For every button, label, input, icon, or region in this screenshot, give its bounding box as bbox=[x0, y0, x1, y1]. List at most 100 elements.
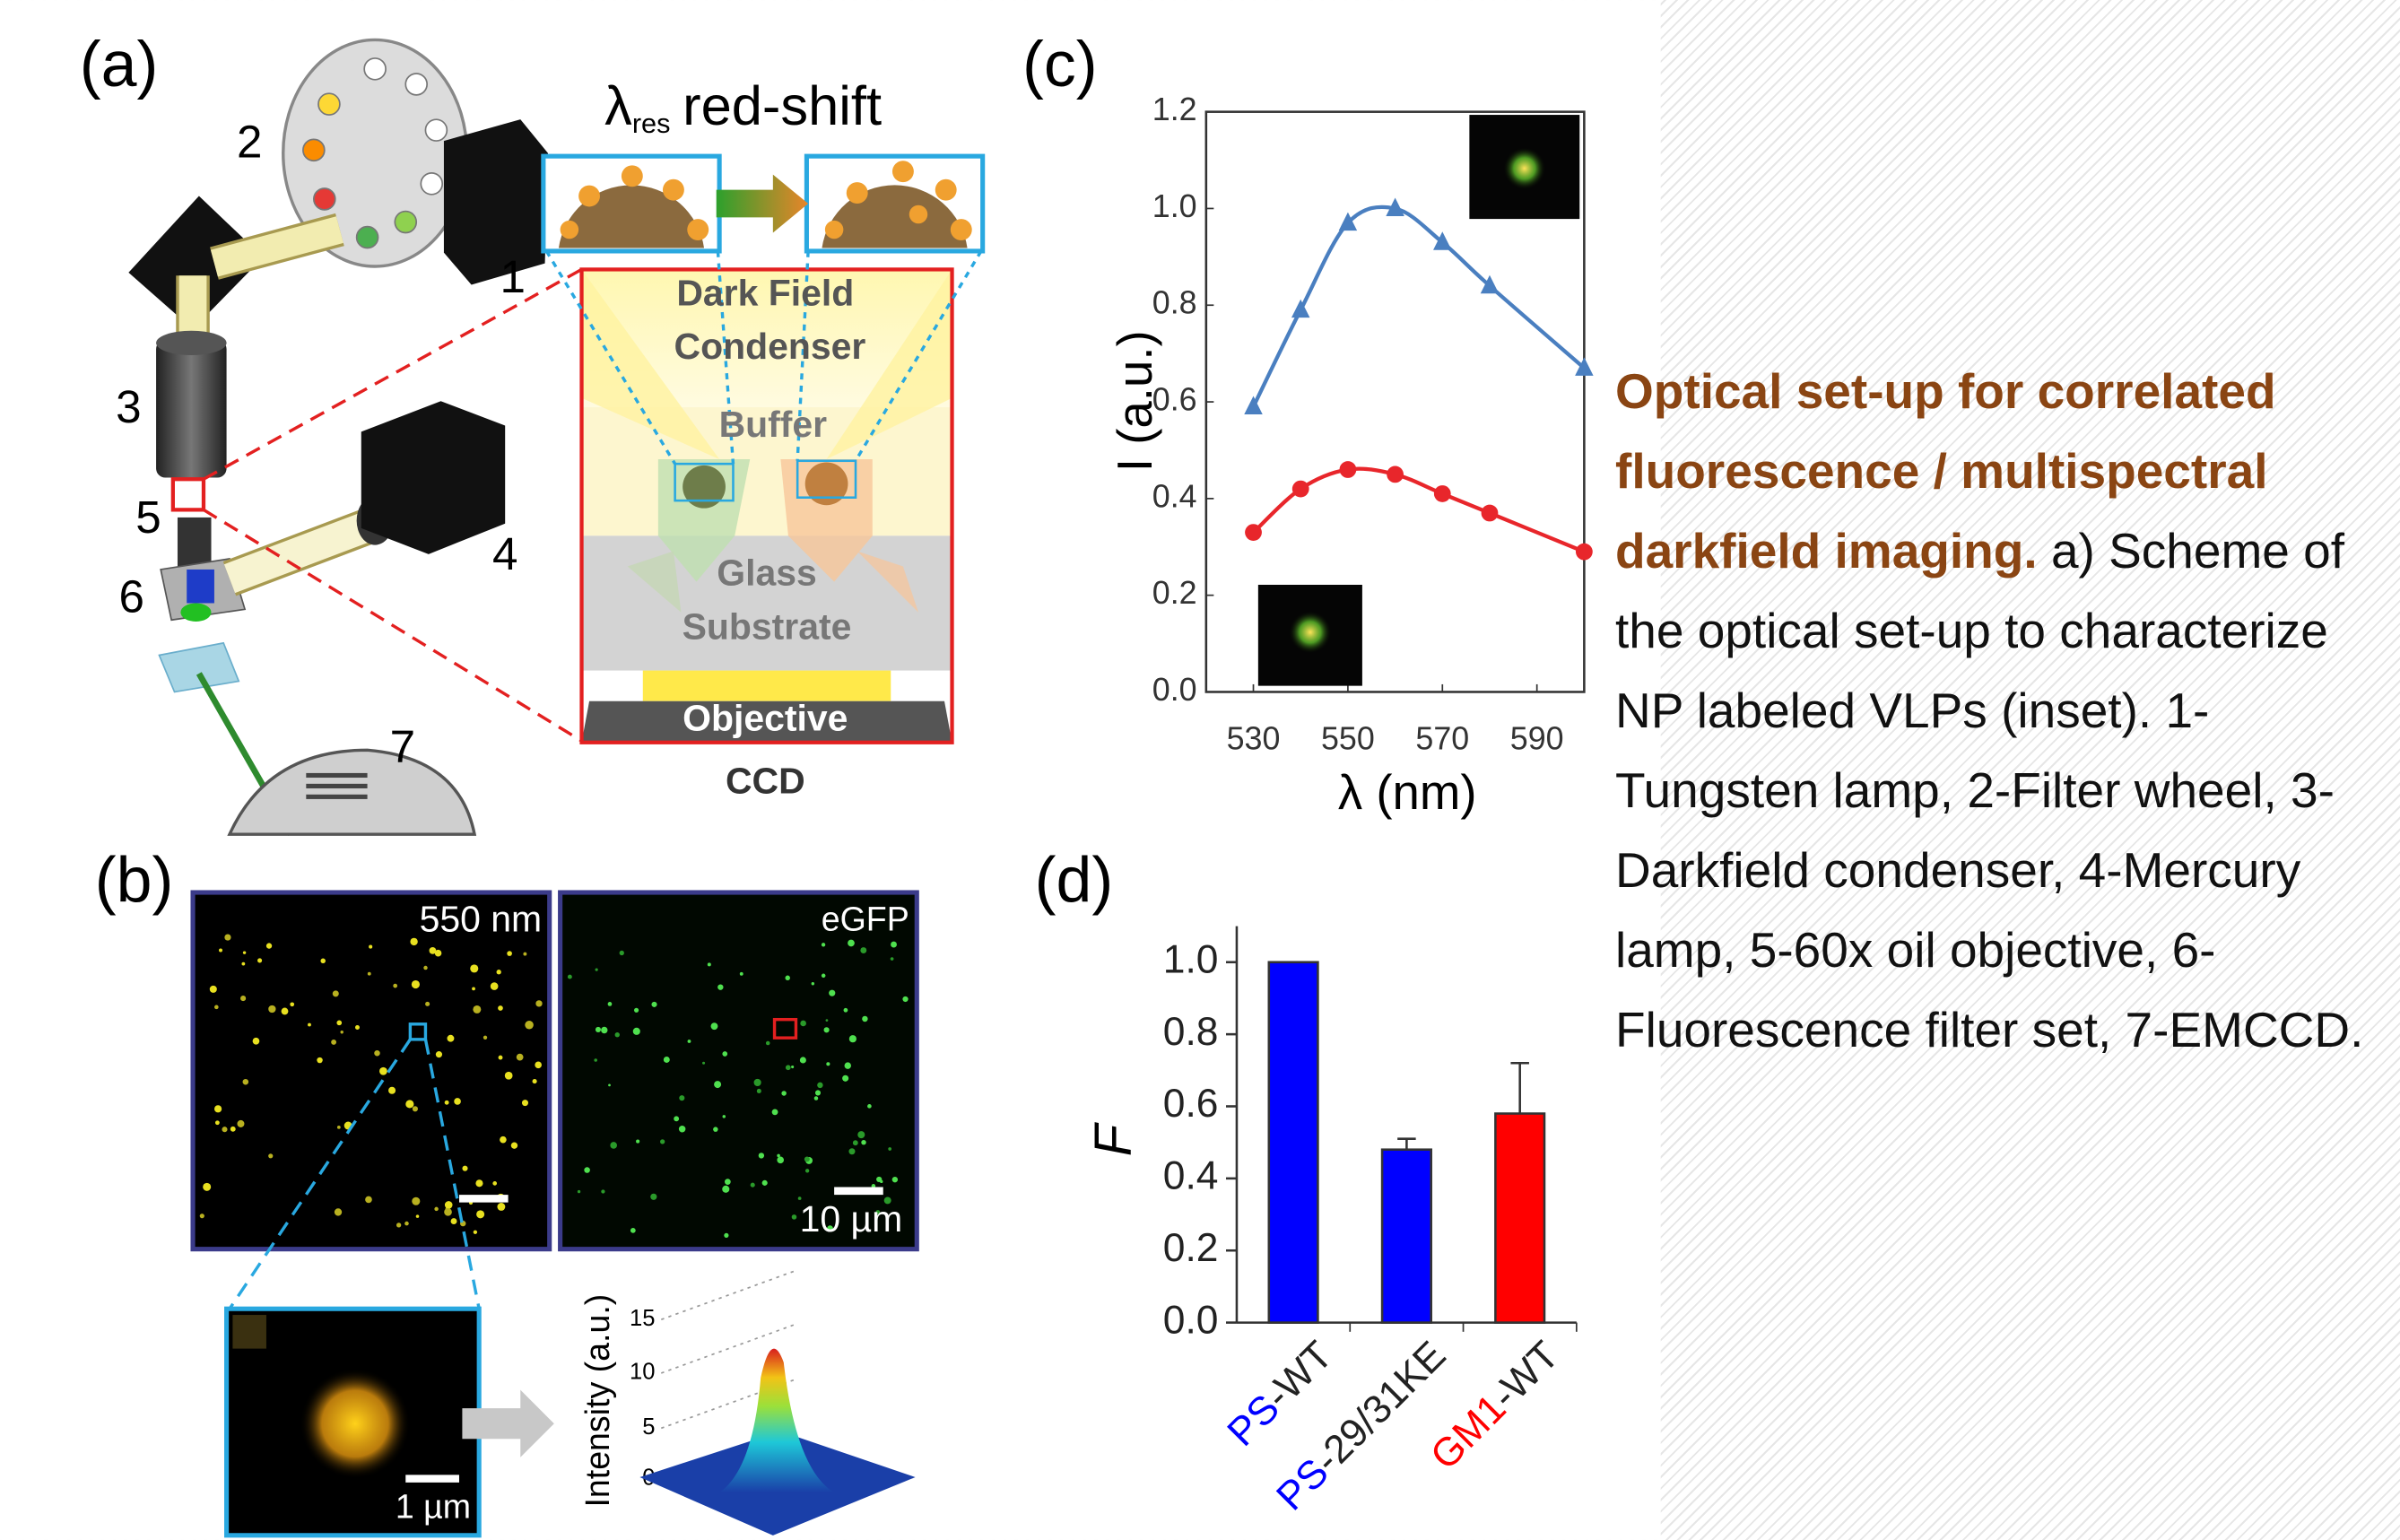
spot bbox=[601, 1189, 604, 1193]
spot bbox=[849, 1035, 857, 1042]
spot bbox=[413, 1106, 418, 1111]
spot bbox=[535, 1062, 542, 1069]
spot bbox=[717, 984, 723, 989]
spot bbox=[410, 938, 417, 945]
spot bbox=[492, 1181, 497, 1186]
spot bbox=[615, 1032, 620, 1037]
spot bbox=[243, 1079, 249, 1085]
spot bbox=[416, 1214, 420, 1218]
component-number: 6 bbox=[119, 571, 144, 622]
image-label: eGFP bbox=[822, 900, 909, 937]
spot bbox=[791, 1066, 794, 1068]
spot bbox=[826, 1019, 829, 1022]
shift-text: red-shift bbox=[683, 75, 882, 137]
spot bbox=[525, 1021, 534, 1030]
spot bbox=[491, 982, 499, 990]
y-tick-label: 0.2 bbox=[1163, 1226, 1219, 1270]
spot bbox=[711, 1022, 718, 1030]
spot bbox=[891, 957, 894, 961]
spot bbox=[888, 1147, 891, 1151]
filter-cube-part bbox=[187, 570, 214, 604]
spot bbox=[483, 1036, 487, 1040]
spot bbox=[522, 1100, 528, 1106]
spot bbox=[844, 1008, 848, 1013]
panel-label: (b) bbox=[95, 844, 174, 916]
spot bbox=[268, 1005, 275, 1013]
spot bbox=[470, 964, 478, 972]
spot bbox=[596, 1027, 601, 1032]
scale-label: 1 µm bbox=[396, 1488, 471, 1526]
spot bbox=[688, 1040, 691, 1043]
spot bbox=[215, 1120, 220, 1125]
marker bbox=[1245, 524, 1262, 541]
spot bbox=[222, 1127, 227, 1132]
ccd-vents bbox=[306, 773, 367, 799]
spot bbox=[876, 1177, 882, 1182]
filter-cube-part bbox=[180, 603, 211, 621]
spot bbox=[224, 934, 230, 940]
spot bbox=[608, 1002, 613, 1006]
spot bbox=[396, 1222, 401, 1227]
marker bbox=[1482, 505, 1499, 522]
spot bbox=[237, 1120, 244, 1127]
spot bbox=[630, 1228, 636, 1233]
panel-label: (a) bbox=[80, 29, 159, 100]
spot bbox=[333, 990, 339, 996]
spot bbox=[445, 1101, 449, 1105]
spot bbox=[253, 1038, 260, 1045]
page: { "panel_a": { "label": "(a)", "numbers"… bbox=[0, 0, 2400, 1540]
spot bbox=[365, 1196, 372, 1204]
spot bbox=[578, 1190, 580, 1193]
spot bbox=[679, 1126, 686, 1133]
spot bbox=[636, 1140, 639, 1144]
bar bbox=[1382, 1150, 1431, 1323]
caption-text: a) Scheme of the optical set-up to chara… bbox=[1615, 523, 2363, 1057]
spot bbox=[476, 1210, 484, 1218]
component-number: 7 bbox=[390, 721, 415, 772]
spot bbox=[725, 1179, 731, 1185]
spot bbox=[335, 1208, 342, 1215]
spot bbox=[651, 1002, 657, 1007]
zoom-pixel bbox=[232, 1315, 266, 1349]
spot bbox=[902, 996, 908, 1002]
y-axis-label: F bbox=[1084, 1121, 1143, 1156]
spot bbox=[848, 1148, 855, 1154]
spot bbox=[713, 1127, 717, 1131]
spot bbox=[805, 1169, 809, 1172]
spot bbox=[454, 1098, 461, 1105]
spot bbox=[200, 1214, 204, 1218]
spot bbox=[497, 1203, 505, 1211]
spot bbox=[533, 1079, 537, 1083]
spot bbox=[230, 1127, 236, 1132]
spot bbox=[660, 1139, 665, 1144]
spot bbox=[702, 1062, 705, 1065]
spot bbox=[535, 1000, 542, 1006]
spot bbox=[412, 980, 420, 988]
bar bbox=[1269, 962, 1318, 1323]
spot bbox=[436, 1051, 442, 1057]
spot bbox=[214, 1105, 222, 1112]
spot bbox=[340, 1031, 343, 1033]
spot bbox=[374, 1050, 379, 1056]
inset-label: Glass bbox=[717, 552, 817, 594]
y-tick-label: 0.8 bbox=[1152, 285, 1197, 321]
spot bbox=[412, 1197, 420, 1205]
intensity-tick: 15 bbox=[630, 1306, 655, 1331]
spot bbox=[824, 1027, 830, 1032]
spot bbox=[241, 962, 245, 966]
spot bbox=[511, 1142, 517, 1148]
spot bbox=[777, 1154, 780, 1158]
y-tick-label: 0.0 bbox=[1163, 1298, 1219, 1342]
zoom-spot bbox=[300, 1369, 411, 1479]
spot bbox=[842, 1075, 848, 1082]
spot bbox=[214, 1005, 219, 1010]
spot bbox=[723, 1115, 726, 1118]
inset-label: Substrate bbox=[683, 605, 852, 647]
spot bbox=[393, 984, 397, 988]
marker bbox=[1292, 481, 1309, 498]
marker bbox=[1576, 544, 1593, 561]
spot bbox=[388, 1087, 396, 1094]
mercury-lamp bbox=[361, 401, 505, 554]
x-tick-label: 550 bbox=[1321, 721, 1375, 757]
caption: Optical set-up for correlated fluorescen… bbox=[1615, 352, 2396, 1070]
